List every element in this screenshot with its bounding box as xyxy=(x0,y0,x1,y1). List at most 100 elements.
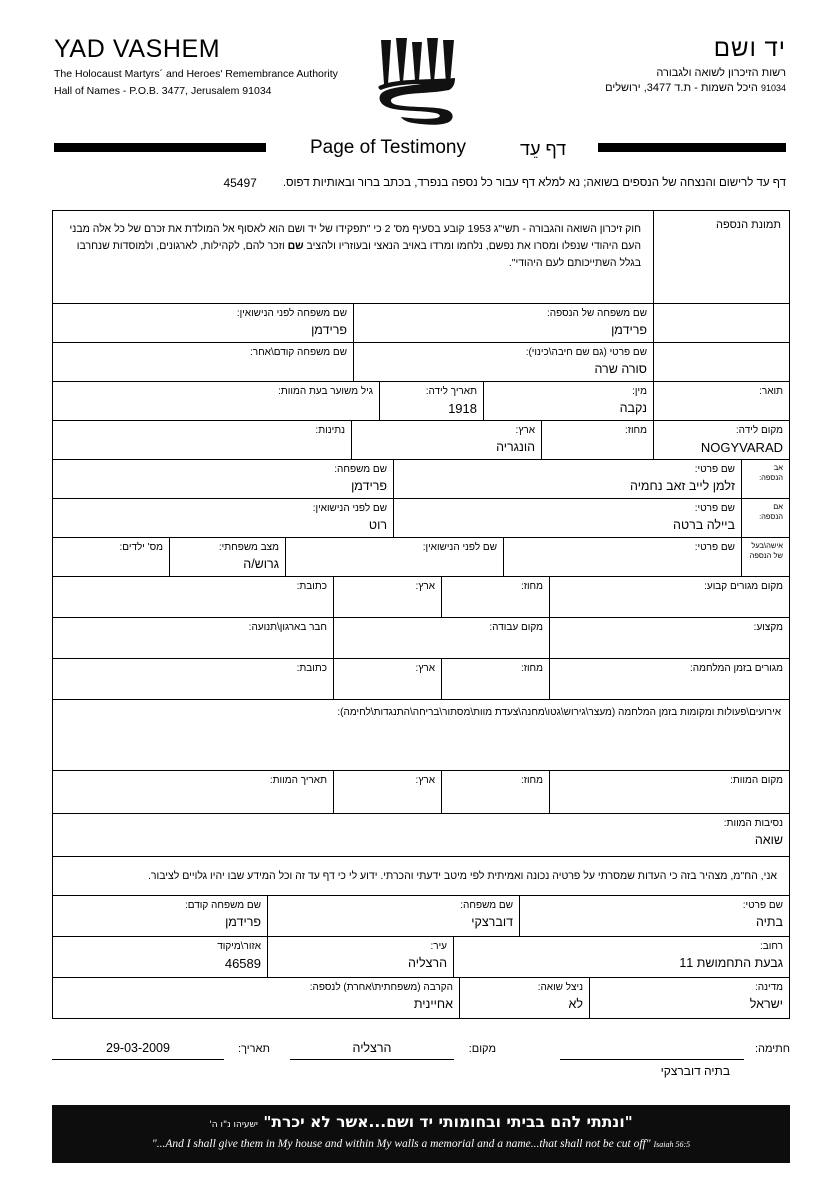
label-children-count: מס' ילדים: xyxy=(119,542,163,553)
field-organization[interactable]: חבר בארגון\תנועה: xyxy=(53,618,333,658)
field-victim-previous-surname[interactable]: שם משפחה קודם\אחר: xyxy=(53,343,353,381)
page-title-english: Page of Testimony xyxy=(310,137,466,158)
org-subtitle-english-1: The Holocaust Martyrs´ and Heroes' Remem… xyxy=(54,68,338,80)
label-death-country: ארץ: xyxy=(415,775,435,786)
field-marital-status[interactable]: מצב משפחתי: גרוש/ה xyxy=(169,538,285,576)
field-wartime-country[interactable]: ארץ: xyxy=(333,659,441,699)
field-birth-country[interactable]: ארץ: הונגריה xyxy=(351,421,541,459)
field-submitter-relation[interactable]: הקרבה (משפחתית\אחרת) לנספה: אחיינית xyxy=(53,978,459,1018)
footer-english-quote: "...And I shall give them in My house an… xyxy=(52,1136,790,1153)
label-submitter-zip: אזור\מיקוד xyxy=(217,941,261,952)
field-wartime-residence[interactable]: מגורים בזמן המלחמה: xyxy=(549,659,789,699)
label-birthplace: מקום לידה: xyxy=(735,425,783,436)
field-victim-title[interactable]: תואר: xyxy=(653,382,789,420)
field-submitter-zip[interactable]: אזור\מיקוד 46589 xyxy=(53,937,267,977)
label-victim-title: תואר: xyxy=(759,386,783,397)
label-mother-row: אם הנספה: xyxy=(741,499,789,537)
label-victim-surname: שם משפחה של הנספה: xyxy=(546,308,647,319)
document-header: YAD VASHEM The Holocaust Martyrs´ and He… xyxy=(54,34,786,124)
subtitle-instruction: דף עד לרישום והנצחה של הנספים בשואה; נא … xyxy=(282,177,786,189)
surname-row: שם משפחה של הנספה: פרידמן שם משפחה לפני … xyxy=(53,304,789,343)
field-wartime-district[interactable]: מחוז: xyxy=(441,659,549,699)
field-spouse-firstname[interactable]: שם פרטי: xyxy=(503,538,741,576)
signature-line[interactable] xyxy=(560,1059,744,1060)
field-father-surname[interactable]: שם משפחה: פרידמן xyxy=(53,460,393,498)
label-wartime-residence: מגורים בזמן המלחמה: xyxy=(689,663,783,674)
label-victim-maiden-name: שם משפחה לפני הנישואין: xyxy=(236,308,347,319)
field-spouse-maiden-name[interactable]: שם לפני הנישואין: xyxy=(285,538,503,576)
label-place: מקום: xyxy=(468,1043,496,1055)
header-hebrew-block: יד ושם רשות הזיכרון לשואה ולגבורה 91034 … xyxy=(605,34,786,96)
field-birthplace[interactable]: מקום לידה: NOGYVARAD xyxy=(653,421,789,459)
field-profession[interactable]: מקצוע: xyxy=(549,618,789,658)
label-father-firstname: שם פרטי: xyxy=(694,464,735,475)
field-residence-address[interactable]: כתובת: xyxy=(53,577,333,617)
label-victim-firstname: שם פרטי (גם שם חיבה\כינוי): xyxy=(525,347,647,358)
value-victim-firstname: סורה שרה xyxy=(594,362,648,376)
field-death-country[interactable]: ארץ: xyxy=(333,771,441,813)
field-death-district[interactable]: מחוז: xyxy=(441,771,549,813)
label-residence-district: מחוז: xyxy=(520,581,543,592)
label-wartime-country: ארץ: xyxy=(415,663,435,674)
field-victim-birthdate[interactable]: תאריך לידה: 1918 xyxy=(379,382,483,420)
father-row: אב הנספה: שם פרטי: זלמן לייב זאב נחמיה ש… xyxy=(53,460,789,499)
value-death-country xyxy=(340,789,435,806)
field-submitter-street[interactable]: רחוב: גבעת התחמושת 11 xyxy=(453,937,789,977)
field-permanent-residence[interactable]: מקום מגורים קבוע: xyxy=(549,577,789,617)
field-death-date[interactable]: תאריך המוות: xyxy=(53,771,333,813)
value-spouse-maiden-name xyxy=(292,556,497,573)
field-victim-maiden-name[interactable]: שם משפחה לפני הנישואין: פרידמן xyxy=(53,304,353,342)
label-citizenship: נתינות: xyxy=(315,425,345,436)
value-victim-previous-surname xyxy=(59,361,347,378)
field-death-circumstances[interactable]: נסיבות המוות: שואה xyxy=(53,814,789,856)
legal-and-photo-row: תמונת הנספה חוק זיכרון השואה והגבורה - ת… xyxy=(53,211,789,304)
field-submitter-previous-surname[interactable]: שם משפחה קודם: פרידמן xyxy=(53,896,267,936)
field-mother-maiden-name[interactable]: שם לפני הנישואין: רוט xyxy=(53,499,393,537)
field-submitter-surname[interactable]: שם משפחה: דוברצקי xyxy=(267,896,519,936)
value-birth-country: הונגריה xyxy=(496,440,535,454)
field-children-count[interactable]: מס' ילדים: xyxy=(53,538,169,576)
field-submitter-firstname[interactable]: שם פרטי: בתיה xyxy=(519,896,789,936)
label-victim-age-at-death: גיל משוער בעת המוות: xyxy=(278,386,373,397)
footer-english-reference: Isaiah 56:5 xyxy=(653,1140,691,1149)
field-victim-surname[interactable]: שם משפחה של הנספה: פרידמן xyxy=(353,304,653,342)
label-submitter-country: מדינה: xyxy=(754,982,783,993)
field-death-place[interactable]: מקום המוות: xyxy=(549,771,789,813)
header-english-block: YAD VASHEM The Holocaust Martyrs´ and He… xyxy=(54,34,338,98)
value-birthplace: NOGYVARAD xyxy=(700,440,783,455)
field-submitter-city[interactable]: עיר: הרצליה xyxy=(267,937,453,977)
field-residence-district[interactable]: מחוז: xyxy=(441,577,549,617)
field-father-firstname[interactable]: שם פרטי: זלמן לייב זאב נחמיה xyxy=(393,460,741,498)
field-victim-firstname[interactable]: שם פרטי (גם שם חיבה\כינוי): סורה שרה xyxy=(353,343,653,381)
value-birth-district xyxy=(548,439,647,456)
field-mother-firstname[interactable]: שם פרטי: ביילה ברטה xyxy=(393,499,741,537)
place-line[interactable] xyxy=(290,1059,454,1060)
field-workplace[interactable]: מקום עבודה: xyxy=(333,618,549,658)
field-victim-gender[interactable]: מין: נקבה xyxy=(483,382,653,420)
value-residence-country xyxy=(340,595,435,612)
field-submitter-survivor[interactable]: ניצל שואה: לא xyxy=(459,978,589,1018)
field-submitter-country[interactable]: מדינה: ישראל xyxy=(589,978,789,1018)
label-submitter-relation: הקרבה (משפחתית\אחרת) לנספה: xyxy=(309,982,453,993)
label-submitter-previous-surname: שם משפחה קודם: xyxy=(184,900,261,911)
field-residence-country[interactable]: ארץ: xyxy=(333,577,441,617)
footer-hebrew-quote: "ונתתי להם בביתי ובחומותי יד ושם...אשר ל… xyxy=(52,1111,790,1136)
value-residence-address xyxy=(59,595,327,612)
field-birth-district[interactable]: מחוז: xyxy=(541,421,653,459)
value-submitter-firstname: בתיה xyxy=(755,915,783,929)
date-line[interactable] xyxy=(52,1059,224,1060)
footer-english-quote-text: "...And I shall give them in My house an… xyxy=(151,1138,651,1150)
field-wartime-events[interactable]: אירועים\פעולות ומקומות בזמן המלחמה (מעצר… xyxy=(53,700,789,770)
value-organization xyxy=(59,636,327,653)
field-victim-age-at-death[interactable]: גיל משוער בעת המוות: xyxy=(53,382,379,420)
footer-hebrew-quote-text: "ונתתי להם בביתי ובחומותי יד ושם...אשר ל… xyxy=(263,1113,633,1131)
menorah-icon xyxy=(369,28,465,128)
value-wartime-district xyxy=(448,677,543,694)
field-wartime-address[interactable]: כתובת: xyxy=(53,659,333,699)
victim-photo-box[interactable]: תמונת הנספה xyxy=(653,211,789,303)
field-citizenship[interactable]: נתינות: xyxy=(53,421,351,459)
label-submitter-street: רחוב: xyxy=(760,941,783,952)
permanent-residence-row: מקום מגורים קבוע: מחוז: ארץ: כתובת: xyxy=(53,577,789,618)
label-father-row: אב הנספה: xyxy=(741,460,789,498)
label-workplace: מקום עבודה: xyxy=(489,622,543,633)
